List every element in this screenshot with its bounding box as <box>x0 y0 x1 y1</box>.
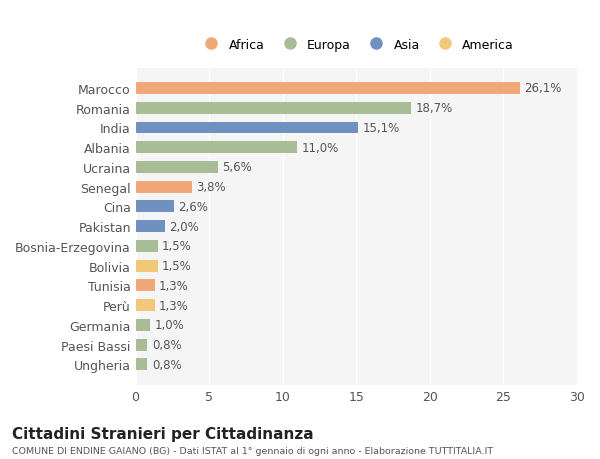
Bar <box>136 102 411 114</box>
Text: 18,7%: 18,7% <box>415 102 452 115</box>
Bar <box>136 181 191 193</box>
Text: 1,5%: 1,5% <box>162 260 192 273</box>
Text: 0,8%: 0,8% <box>152 338 181 352</box>
Bar <box>136 280 155 292</box>
Text: Cittadini Stranieri per Cittadinanza: Cittadini Stranieri per Cittadinanza <box>12 426 314 442</box>
Text: 1,3%: 1,3% <box>159 279 189 292</box>
Text: 5,6%: 5,6% <box>223 161 252 174</box>
Bar <box>136 319 151 331</box>
Bar <box>136 339 148 351</box>
Legend: Africa, Europa, Asia, America: Africa, Europa, Asia, America <box>194 34 519 56</box>
Text: 2,0%: 2,0% <box>169 220 199 233</box>
Text: 11,0%: 11,0% <box>302 141 339 154</box>
Text: 2,6%: 2,6% <box>178 201 208 213</box>
Text: 15,1%: 15,1% <box>362 122 400 134</box>
Text: 0,8%: 0,8% <box>152 358 181 371</box>
Text: COMUNE DI ENDINE GAIANO (BG) - Dati ISTAT al 1° gennaio di ogni anno - Elaborazi: COMUNE DI ENDINE GAIANO (BG) - Dati ISTA… <box>12 447 493 455</box>
Bar <box>136 358 148 370</box>
Text: 1,3%: 1,3% <box>159 299 189 312</box>
Bar <box>136 201 174 213</box>
Bar <box>136 221 165 233</box>
Text: 3,8%: 3,8% <box>196 181 226 194</box>
Bar <box>136 83 520 95</box>
Text: 26,1%: 26,1% <box>524 82 562 95</box>
Bar <box>136 162 218 174</box>
Bar <box>136 241 158 252</box>
Bar <box>136 142 298 154</box>
Text: 1,0%: 1,0% <box>155 319 184 332</box>
Bar <box>136 122 358 134</box>
Bar <box>136 300 155 311</box>
Bar <box>136 260 158 272</box>
Text: 1,5%: 1,5% <box>162 240 192 253</box>
